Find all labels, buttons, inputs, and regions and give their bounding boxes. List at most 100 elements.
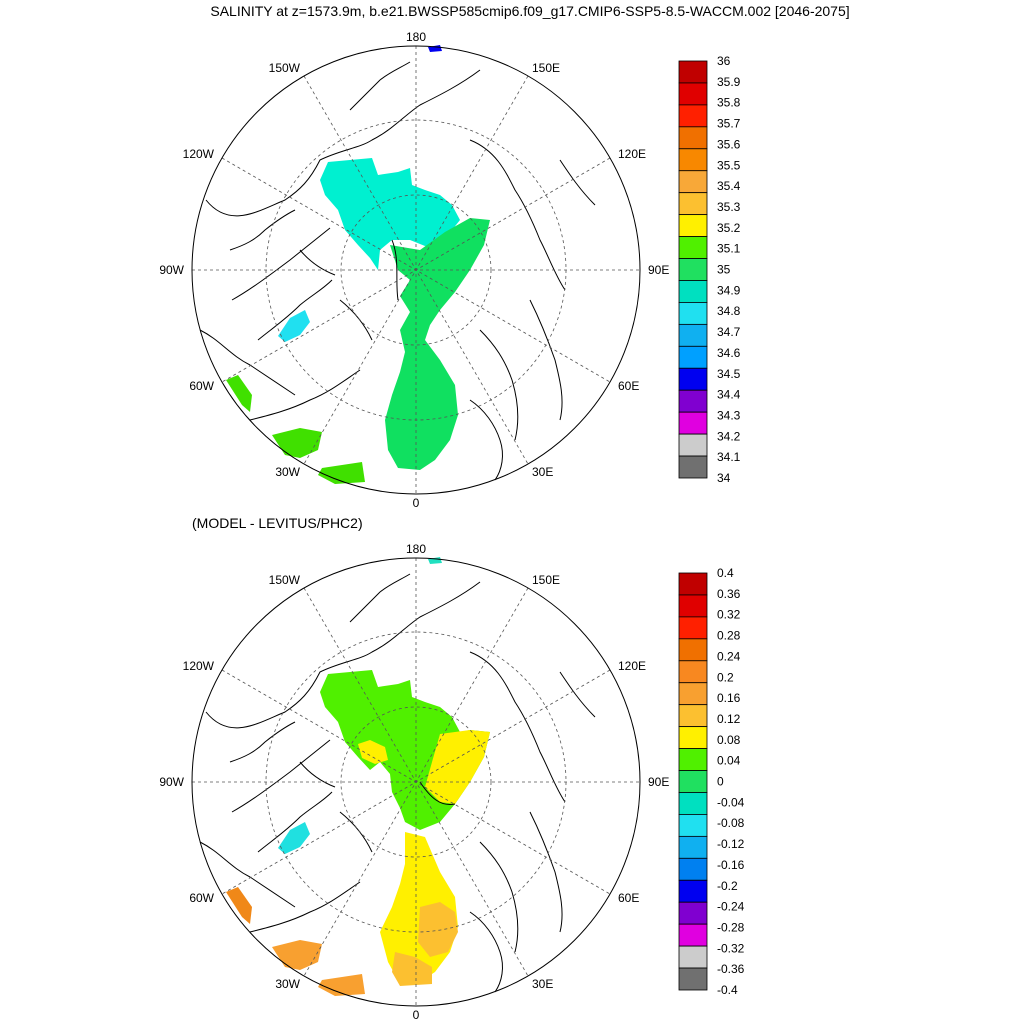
colorbar-box [678, 411, 708, 435]
lon-label-120w: 120W [183, 659, 215, 673]
colorbar-box [678, 901, 708, 925]
lon-label-150e: 150E [532, 61, 560, 75]
colorbar-box [678, 345, 708, 369]
colorbar-label: -0.2 [717, 879, 738, 893]
colorbar-label: 35.8 [717, 96, 741, 110]
field-0.12-norway [392, 952, 432, 986]
colorbar-box [678, 104, 708, 128]
lon-label-30w: 30W [275, 977, 300, 991]
lon-label-30e: 30E [532, 977, 553, 991]
graticule [192, 558, 640, 1006]
lon-label-90w: 90W [159, 775, 184, 789]
field-0.08-canada-spot [358, 740, 388, 764]
colorbar-box [678, 923, 708, 947]
colorbar-label: -0.28 [717, 920, 745, 934]
colorbar-box [678, 170, 708, 194]
lon-label-90e: 90E [648, 775, 669, 789]
field-34.9-canada-basin [320, 158, 460, 270]
colorbar-label: -0.24 [717, 900, 745, 914]
map-boundary-circle [191, 45, 641, 495]
field-0.12-greenland-sea [418, 902, 458, 957]
coastlines [199, 61, 596, 481]
lon-label-60e: 60E [618, 379, 639, 393]
colorbar-label: 34.2 [717, 429, 741, 443]
colorbar-box [678, 236, 708, 259]
colorbar-label: 0.08 [717, 733, 741, 747]
colorbar-box [678, 945, 708, 969]
field-minus0.08-baffin [278, 822, 310, 854]
colorbar-box [678, 302, 708, 325]
lon-label-120w: 120W [183, 147, 215, 161]
colorbar-box [678, 214, 708, 237]
colorbar-box [678, 682, 708, 706]
colorbar-box [678, 455, 708, 479]
field-35.1-north-atlantic [272, 428, 322, 458]
colorbar-label: 34.5 [717, 367, 741, 381]
colorbar-box [678, 748, 708, 771]
difference-panel-title: (MODEL - LEVITUS/PHC2) [192, 515, 363, 531]
lon-label-150e: 150E [532, 573, 560, 587]
colorbar-label: 0.04 [717, 754, 741, 768]
colorbar-label: -0.36 [717, 962, 745, 976]
field-35.1-labrador [226, 375, 252, 412]
colorbar-label: 34.4 [717, 388, 741, 402]
colorbar-label: 0.24 [717, 649, 741, 663]
colorbar-label: 35.2 [717, 221, 741, 235]
colorbar-label: 0.4 [717, 566, 734, 580]
colorbar-box [678, 258, 708, 281]
lon-label-150w: 150W [269, 573, 301, 587]
colorbar-box [678, 857, 708, 881]
colorbar-label: -0.08 [717, 816, 745, 830]
colorbar-label: 34.6 [717, 346, 741, 360]
colorbar-label: 0.12 [717, 712, 741, 726]
salinity-field [226, 45, 490, 484]
colorbar-box [678, 572, 708, 596]
colorbar-label: 35.5 [717, 158, 741, 172]
lon-label-60w: 60W [189, 891, 214, 905]
difference-colorbar: 0.4 0.36 0.32 0.28 0.24 0.2 0.16 0.12 0.08 0.04 0 -… [678, 566, 745, 997]
lon-label-150w: 150W [269, 61, 301, 75]
colorbar-box [678, 192, 708, 216]
colorbar-label: 36 [717, 54, 731, 68]
colorbar-label: 34.1 [717, 450, 741, 464]
colorbar-label: 0.32 [717, 608, 741, 622]
colorbar-box [678, 660, 708, 684]
colorbar-box [678, 638, 708, 662]
colorbar-label: 35.4 [717, 179, 741, 193]
lon-label-90w: 90W [159, 263, 184, 277]
colorbar-box [678, 879, 708, 903]
colorbar-label: 35.3 [717, 200, 741, 214]
lon-label-60w: 60W [189, 379, 214, 393]
colorbar-label: -0.16 [717, 858, 745, 872]
colorbar-label: -0.4 [717, 983, 738, 997]
field-0.16-north-atlantic [272, 940, 322, 970]
colorbar-box [678, 323, 708, 347]
salinity-map-panel: 180 0 90W 90E 150W 120W 150E 120E 60W 30… [159, 30, 741, 510]
colorbar-label: 0.36 [717, 587, 741, 601]
lon-label-30w: 30W [275, 465, 300, 479]
field-0.2-norwegian [318, 974, 365, 996]
colorbar-box [678, 280, 708, 303]
lon-label-180: 180 [406, 542, 426, 556]
colorbar-label: -0.04 [717, 795, 745, 809]
lon-label-0: 0 [413, 496, 420, 510]
colorbar-box [678, 814, 708, 837]
colorbar-box [678, 148, 708, 172]
colorbar-label: 35.7 [717, 117, 741, 131]
colorbar-box [678, 126, 708, 150]
polar-map: 180 0 90W 90E 150W 120W 150E 120E 60W 30… [159, 542, 669, 1022]
colorbar-box [678, 433, 708, 457]
colorbar-label: 0 [717, 775, 724, 789]
lon-label-120e: 120E [618, 659, 646, 673]
field-35.1-norwegian [318, 462, 365, 484]
polar-map: 180 0 90W 90E 150W 120W 150E 120E 60W 30… [159, 30, 669, 510]
colorbar-label: 34.3 [717, 408, 741, 422]
field-34.8-baffin [278, 310, 310, 342]
colorbar-label: 0.28 [717, 629, 741, 643]
colorbar-box [678, 594, 708, 618]
colorbar-box [678, 60, 708, 84]
colorbar-label: 34.9 [717, 283, 741, 297]
salinity-colorbar: 36 35.9 35.8 35.7 35.6 35.5 35.4 35.3 35.2 35.1 35… [678, 54, 741, 485]
colorbar-box [678, 367, 708, 391]
colorbar-label: 35.1 [717, 242, 741, 256]
